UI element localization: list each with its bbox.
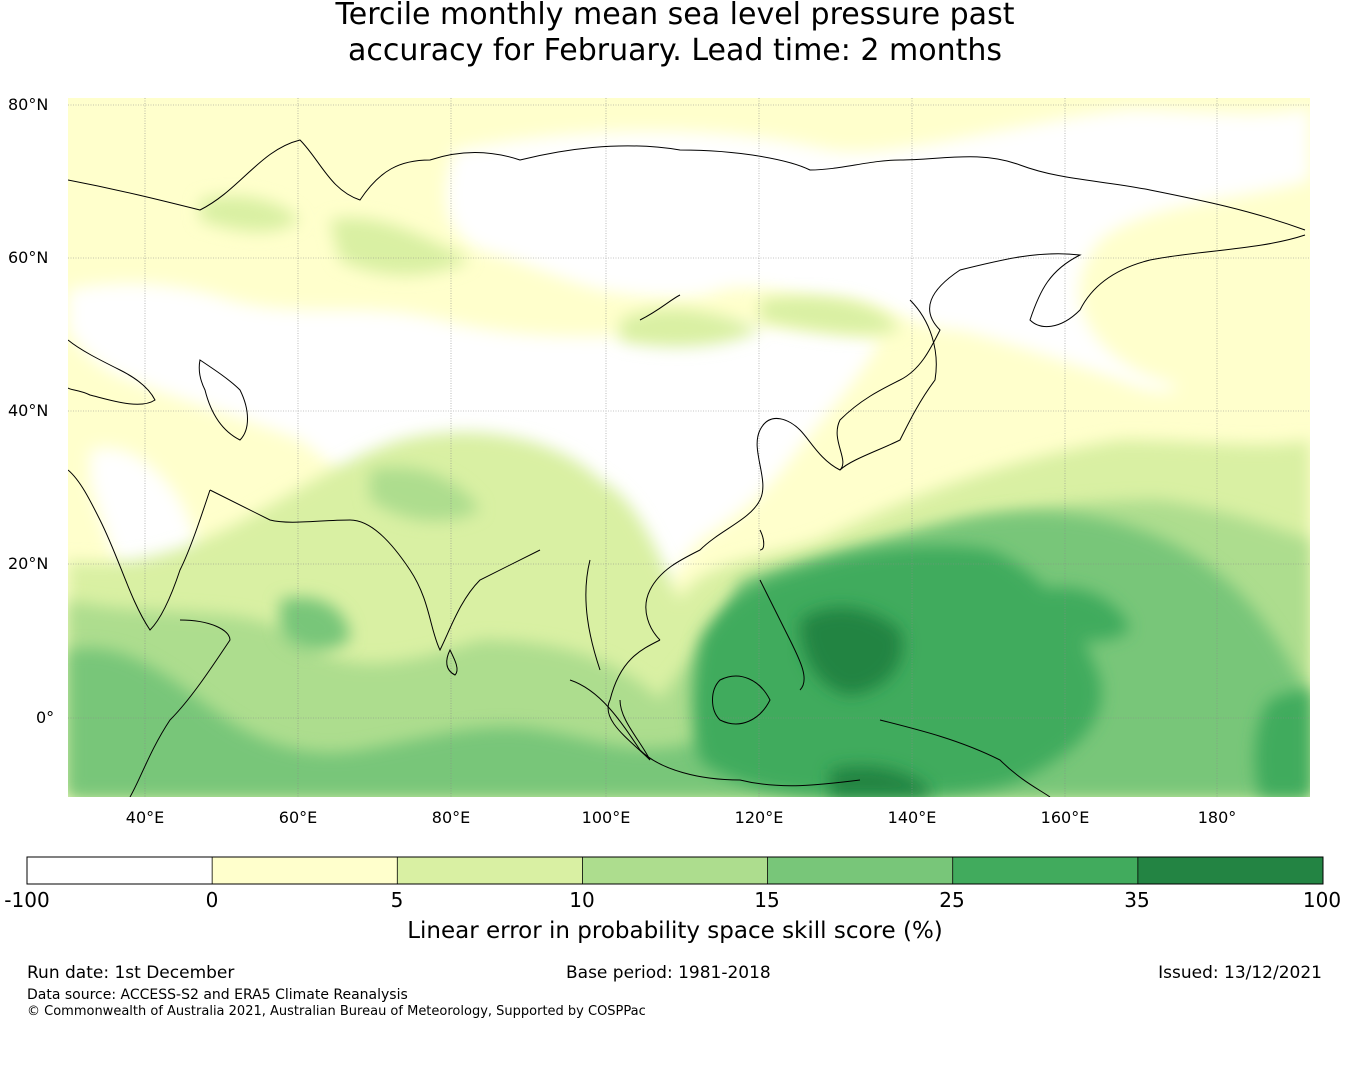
field-25-35 (692, 546, 1310, 797)
colorbar-tick-7: 100 (1302, 888, 1342, 912)
colorbar-tick-2: 5 (390, 888, 404, 912)
colorbar-segment-4 (767, 857, 953, 884)
colorbar-tick-1: 0 (205, 888, 219, 912)
colorbar-tick-6: 35 (1124, 888, 1150, 912)
lon-label-140: 140°E (887, 808, 937, 827)
lon-label-160: 160°E (1040, 808, 1090, 827)
colorbar-segment-6 (1137, 857, 1323, 884)
lat-label-0: 0° (36, 708, 55, 727)
lat-label-60: 60°N (8, 248, 49, 267)
colorbar-tick-4: 15 (754, 888, 780, 912)
data-source: Data source: ACCESS-S2 and ERA5 Climate … (27, 987, 408, 1003)
lat-label-40: 40°N (8, 401, 49, 420)
chart-title: Tercile monthly mean sea level pressure … (0, 0, 1350, 69)
graticule (68, 98, 1310, 797)
colorbar-segment-0 (27, 857, 213, 884)
colorbar-segment-2 (397, 857, 583, 884)
colorbar-tick-3: 10 (569, 888, 595, 912)
lat-label-20: 20°N (8, 554, 49, 573)
issued-date: Issued: 13/12/2021 (1158, 963, 1322, 983)
colorbar-tick-0: -100 (4, 888, 50, 912)
lon-label-180: 180° (1197, 808, 1237, 827)
base-period: Base period: 1981-2018 (566, 963, 771, 983)
lon-label-60: 60°E (278, 808, 318, 827)
lon-label-100: 100°E (581, 808, 631, 827)
colorbar-label: Linear error in probability space skill … (407, 918, 943, 944)
map-area (68, 98, 1310, 797)
lon-label-120: 120°E (734, 808, 784, 827)
run-date: Run date: 1st December (27, 963, 235, 983)
colorbar-segment-5 (952, 857, 1138, 884)
colorbar-segment-3 (582, 857, 768, 884)
title-line-2: accuracy for February. Lead time: 2 mont… (347, 33, 1003, 68)
lon-label-80: 80°E (431, 808, 471, 827)
colorbar-segment-1 (212, 857, 398, 884)
coastlines (68, 139, 1306, 797)
lat-label-80: 80°N (8, 95, 49, 114)
colorbar-border (26, 856, 1324, 885)
title-line-1: Tercile monthly mean sea level pressure … (335, 0, 1015, 32)
copyright: © Commonwealth of Australia 2021, Austra… (27, 1004, 646, 1019)
lon-label-40: 40°E (125, 808, 165, 827)
field-35-100 (800, 607, 930, 797)
colorbar-tick-5: 25 (939, 888, 965, 912)
colorbar (26, 856, 1324, 885)
